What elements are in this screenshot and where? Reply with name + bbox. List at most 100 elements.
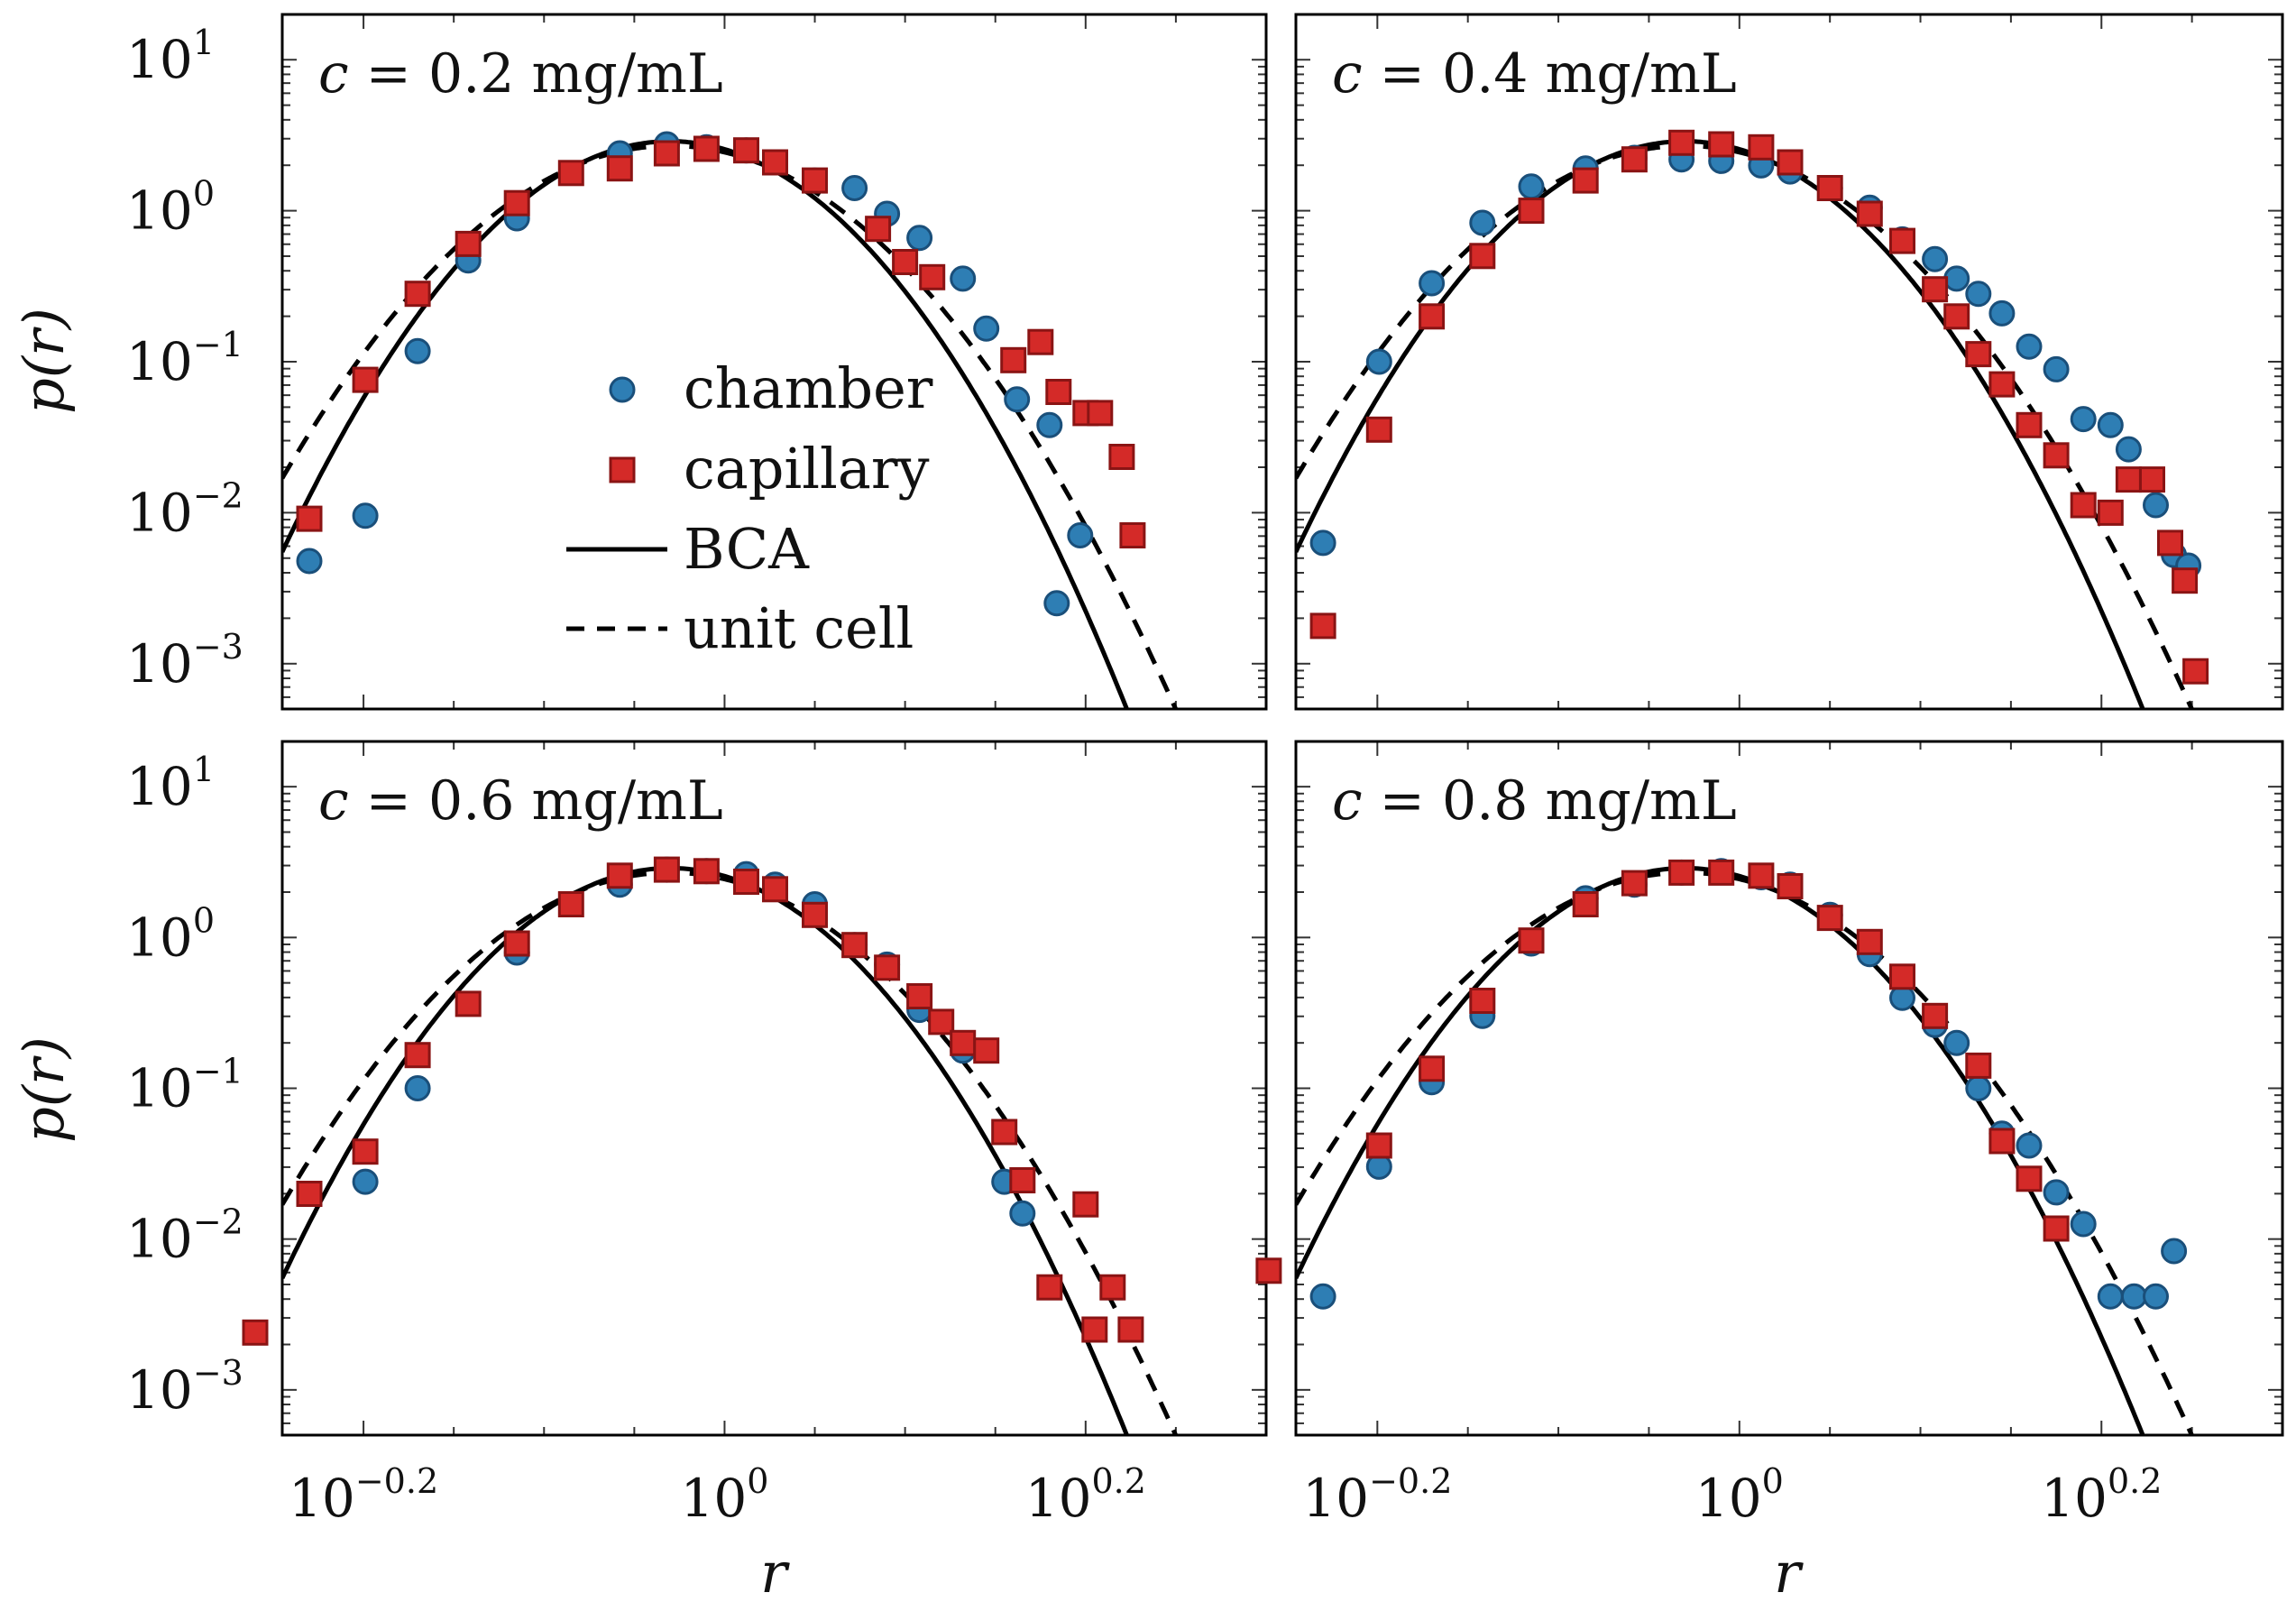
capillary-point xyxy=(1087,400,1114,427)
chamber-point xyxy=(1309,1283,1336,1310)
capillary-point xyxy=(1708,859,1735,886)
y-axis-title-top: p(r) xyxy=(11,308,77,414)
chamber-point xyxy=(2097,411,2124,438)
legend-chamber-marker xyxy=(609,376,636,403)
capillary-point xyxy=(1748,862,1775,889)
capillary-point xyxy=(1469,988,1496,1014)
panel-title-var: c xyxy=(318,769,349,833)
capillary-point xyxy=(1572,167,1599,194)
capillary-point xyxy=(404,1042,431,1069)
chamber-point xyxy=(1043,590,1070,617)
chamber-point xyxy=(2115,436,2142,463)
capillary-point xyxy=(1000,346,1027,373)
legend-capillary-label: capillary xyxy=(684,436,930,502)
panel-title: c = 0.6 mg/mL xyxy=(318,769,723,833)
panel-title: c = 0.2 mg/mL xyxy=(318,42,723,106)
capillary-point xyxy=(802,167,828,194)
chamber-point xyxy=(352,502,379,529)
capillary-point xyxy=(1365,1132,1392,1159)
capillary-point xyxy=(1027,328,1054,355)
capillary-point xyxy=(1572,891,1599,917)
panel-title-rest: = 0.4 mg/mL xyxy=(1363,42,1737,106)
capillary-point xyxy=(1943,303,1970,330)
y-tick-label: 100 xyxy=(126,900,215,968)
capillary-point xyxy=(2016,1165,2043,1192)
capillary-point xyxy=(1045,379,1072,405)
chamber-point xyxy=(2143,1283,2169,1310)
capillary-point xyxy=(455,990,482,1017)
panel-frame xyxy=(1294,13,2284,711)
capillary-point xyxy=(919,263,946,290)
capillary-point xyxy=(1922,276,1949,303)
chamber-point xyxy=(1518,173,1545,200)
capillary-point xyxy=(1668,129,1695,156)
capillary-point xyxy=(1777,873,1804,899)
chamber-point xyxy=(352,1168,379,1195)
chamber-point xyxy=(1036,411,1063,438)
capillary-point xyxy=(1117,1316,1144,1343)
y-axis-title-bottom: p(r) xyxy=(11,1036,77,1143)
chamber-point xyxy=(1469,209,1496,236)
capillary-point xyxy=(693,858,720,885)
y-tick-label: 10−3 xyxy=(126,627,243,695)
capillary-point xyxy=(2182,658,2209,685)
chamber-point xyxy=(1943,265,1970,292)
x-tick-label: 10−0.2 xyxy=(289,1461,438,1529)
capillary-point xyxy=(928,1008,955,1036)
capillary-point xyxy=(1099,1274,1126,1301)
chamber-point xyxy=(2143,492,2169,519)
chamber-point xyxy=(1943,1029,1970,1056)
y-tick-label: 10−1 xyxy=(126,325,243,392)
capillary-point xyxy=(1816,905,1843,932)
panel-title-var: c xyxy=(1332,769,1363,833)
capillary-point xyxy=(762,876,788,903)
capillary-point xyxy=(1965,1052,1992,1079)
chamber-point xyxy=(1067,522,1094,548)
chamber-point xyxy=(2120,1283,2147,1310)
capillary-point xyxy=(1309,612,1336,640)
capillary-point xyxy=(1856,200,1883,227)
capillary-point xyxy=(2115,466,2142,493)
capillary-point xyxy=(1621,146,1648,173)
x-axis-title-left: r xyxy=(760,1540,790,1606)
chamber-point xyxy=(1965,1075,1992,1101)
panel-c-0.8: c = 0.8 mg/mL 10−0.2 100 100.2 xyxy=(1255,740,2284,1529)
chamber-point xyxy=(973,315,1000,342)
panel-title: c = 0.4 mg/mL xyxy=(1332,42,1737,106)
chamber-point xyxy=(1365,348,1392,375)
chamber-point xyxy=(404,337,431,364)
capillary-point xyxy=(733,869,759,895)
panel-frame xyxy=(1294,740,2284,1437)
x-tick-label: 10−0.2 xyxy=(1302,1461,1452,1529)
panel-title-rest: = 0.8 mg/mL xyxy=(1363,769,1737,833)
capillary-point xyxy=(2016,411,2043,438)
capillary-point xyxy=(973,1037,1000,1064)
capillary-point xyxy=(1518,927,1545,954)
capillary-point xyxy=(1469,243,1496,270)
chamber-point xyxy=(2016,333,2043,360)
panel-frame xyxy=(280,740,1268,1437)
legend-capillary-marker xyxy=(609,456,636,483)
x-tick-label: 100.2 xyxy=(2041,1461,2162,1529)
capillary-point xyxy=(1748,133,1775,161)
chamber-point xyxy=(296,548,323,575)
capillary-point xyxy=(606,155,633,182)
y-tick-label: 101 xyxy=(126,750,215,817)
chamber-point xyxy=(841,175,868,201)
capillary-point xyxy=(1922,1002,1949,1029)
capillary-point xyxy=(557,160,584,187)
chamber-point xyxy=(2070,1211,2097,1238)
y-tick-label: 101 xyxy=(126,23,215,90)
capillary-point xyxy=(455,230,482,257)
panel-title-rest: = 0.2 mg/mL xyxy=(349,42,723,106)
capillary-point xyxy=(874,954,901,981)
data-points xyxy=(1255,858,2188,1310)
capillary-point xyxy=(1081,1316,1108,1343)
legend-bca-label: BCA xyxy=(684,516,810,582)
x-tick-label: 100 xyxy=(1695,1461,1784,1529)
capillary-point xyxy=(1988,371,2016,398)
chamber-point xyxy=(1004,386,1031,413)
capillary-point xyxy=(1365,416,1392,443)
capillary-point xyxy=(841,932,868,959)
